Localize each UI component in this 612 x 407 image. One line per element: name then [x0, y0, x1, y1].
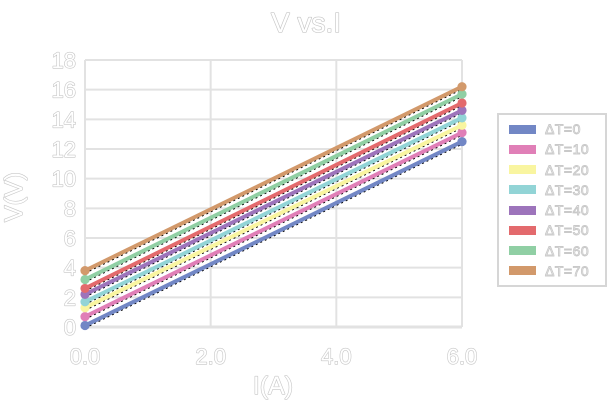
series-line [84, 130, 463, 319]
data-point-marker [80, 266, 90, 276]
y-tick-label: 12 [52, 137, 76, 162]
data-point-marker [80, 274, 90, 285]
legend-swatch [509, 144, 536, 154]
data-point-marker [457, 113, 467, 123]
y-tick-label: 10 [52, 167, 76, 192]
data-point-marker [457, 136, 467, 147]
y-tick-label: 6 [64, 226, 76, 251]
legend-swatch [509, 225, 536, 235]
data-point-marker [457, 105, 467, 116]
trendlines [84, 88, 463, 329]
data-point-marker [80, 312, 90, 322]
legend-item: ΔT=0 [499, 120, 605, 138]
x-tick-label: 0.0 [70, 344, 101, 369]
legend-item: ΔT=60 [499, 242, 605, 260]
legend-label: ΔT=60 [545, 242, 590, 259]
trendline [84, 127, 463, 311]
x-tick-labels: 0.0 2.0 4.0 6.0 [69, 343, 478, 369]
legend-item: ΔT=70 [499, 262, 605, 280]
legend-label: ΔT=40 [545, 202, 590, 219]
x-tick-label: 6.0 [447, 344, 478, 369]
legend-label: ΔT=50 [545, 222, 590, 239]
series-line [84, 84, 463, 273]
trendline [84, 95, 463, 283]
legend-swatch [509, 185, 536, 195]
data-point-marker [457, 89, 467, 99]
legend-item: ΔT=40 [499, 201, 605, 219]
y-tick-labels: 0 2 4 6 8 10 12 14 16 18 [51, 47, 77, 340]
legend-swatch [509, 165, 536, 175]
trendline [84, 104, 463, 292]
series-line [84, 108, 463, 297]
series-line [84, 101, 463, 291]
y-tick-label: 0 [64, 315, 76, 340]
trendline [84, 112, 463, 298]
trendline [84, 143, 463, 329]
data-point-marker [80, 283, 90, 294]
legend-label: ΔT=20 [545, 161, 590, 178]
chart-title: V vs.I [271, 7, 341, 38]
data-point-marker [457, 128, 467, 138]
legend: ΔT=0 ΔT=10 ΔT=20 ΔT=30 ΔT=40 ΔT=50 ΔT=60 ΔT=70 [497, 113, 607, 287]
legend-label: ΔT=70 [545, 262, 590, 279]
trendline [84, 88, 463, 274]
series-lines [80, 82, 467, 331]
y-tick-label: 2 [64, 285, 76, 310]
series-line [84, 116, 463, 304]
y-tick-label: 14 [52, 107, 76, 132]
data-point-marker [80, 297, 90, 307]
series-line [84, 139, 463, 328]
trendline [84, 119, 463, 305]
legend-label: ΔT=0 [545, 121, 581, 138]
legend-swatch [509, 205, 536, 215]
legend-item: ΔT=30 [499, 181, 605, 199]
legend-item: ΔT=10 [499, 140, 605, 158]
series-line [84, 123, 463, 310]
trendline [84, 134, 463, 320]
legend-swatch [509, 124, 536, 134]
legend-swatch [509, 246, 536, 256]
data-point-marker [80, 320, 90, 331]
y-axis-label: V(V) [0, 172, 28, 222]
x-tick-label: 4.0 [321, 344, 352, 369]
legend-swatch [509, 266, 536, 276]
legend-item: ΔT=20 [499, 161, 605, 179]
legend-label: ΔT=10 [545, 141, 590, 158]
data-point-marker [457, 120, 467, 130]
y-tick-label: 18 [52, 48, 76, 73]
x-tick-label: 2.0 [195, 344, 226, 369]
y-tick-label: 16 [52, 78, 76, 103]
y-tick-label: 4 [64, 256, 76, 281]
series-line [84, 92, 463, 282]
data-point-marker [457, 82, 467, 92]
data-point-marker [457, 98, 467, 108]
legend-item: ΔT=50 [499, 221, 605, 239]
x-axis-label: I(A) [253, 372, 293, 400]
legend-label: ΔT=30 [545, 181, 590, 198]
y-tick-label: 8 [64, 196, 76, 221]
